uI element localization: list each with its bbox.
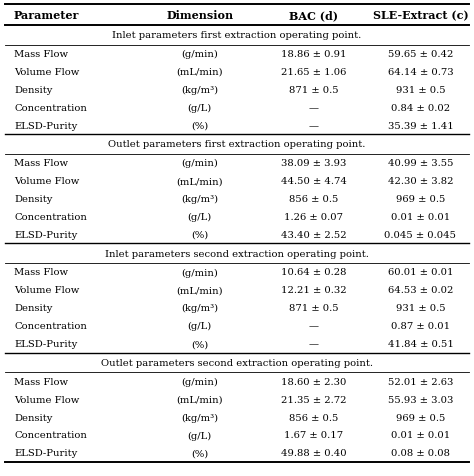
Text: —: — [309, 104, 319, 112]
Text: Volume Flow: Volume Flow [14, 68, 79, 77]
Text: SLE-Extract (c): SLE-Extract (c) [373, 10, 468, 21]
Text: Density: Density [14, 86, 53, 95]
Text: (g/min): (g/min) [182, 159, 218, 168]
Text: (%): (%) [191, 339, 209, 348]
Text: 0.045 ± 0.045: 0.045 ± 0.045 [384, 230, 456, 239]
Text: (%): (%) [191, 230, 209, 239]
Text: Inlet parameters second extraction operating point.: Inlet parameters second extraction opera… [105, 249, 369, 258]
Text: 1.26 ± 0.07: 1.26 ± 0.07 [284, 213, 343, 221]
Text: 931 ± 0.5: 931 ± 0.5 [396, 86, 445, 95]
Text: Mass Flow: Mass Flow [14, 159, 68, 168]
Text: Concentration: Concentration [14, 431, 87, 439]
Text: 55.93 ± 3.03: 55.93 ± 3.03 [388, 395, 453, 404]
Text: 1.67 ± 0.17: 1.67 ± 0.17 [284, 431, 343, 439]
Text: (kg/m³): (kg/m³) [181, 195, 219, 204]
Text: 12.21 ± 0.32: 12.21 ± 0.32 [281, 286, 346, 295]
Text: 969 ± 0.5: 969 ± 0.5 [396, 195, 445, 204]
Text: ELSD-Purity: ELSD-Purity [14, 121, 77, 130]
Text: 44.50 ± 4.74: 44.50 ± 4.74 [281, 177, 346, 186]
Text: (kg/m³): (kg/m³) [181, 413, 219, 422]
Text: 35.39 ± 1.41: 35.39 ± 1.41 [388, 121, 453, 130]
Text: 64.14 ± 0.73: 64.14 ± 0.73 [388, 68, 453, 77]
Text: ELSD-Purity: ELSD-Purity [14, 448, 77, 457]
Text: (g/L): (g/L) [188, 103, 212, 113]
Text: 43.40 ± 2.52: 43.40 ± 2.52 [281, 230, 346, 239]
Text: (%): (%) [191, 121, 209, 130]
Text: 0.87 ± 0.01: 0.87 ± 0.01 [391, 322, 450, 330]
Text: Inlet parameters first extraction operating point.: Inlet parameters first extraction operat… [112, 31, 362, 40]
Text: (mL/min): (mL/min) [176, 395, 223, 404]
Text: 18.86 ± 0.91: 18.86 ± 0.91 [281, 50, 346, 59]
Text: ELSD-Purity: ELSD-Purity [14, 339, 77, 348]
Text: 856 ± 0.5: 856 ± 0.5 [289, 413, 338, 422]
Text: 49.88 ± 0.40: 49.88 ± 0.40 [281, 448, 346, 457]
Text: Concentration: Concentration [14, 104, 87, 112]
Text: (kg/m³): (kg/m³) [181, 304, 219, 313]
Text: 871 ± 0.5: 871 ± 0.5 [289, 86, 338, 95]
Text: (mL/min): (mL/min) [176, 68, 223, 77]
Text: —: — [309, 322, 319, 330]
Text: 42.30 ± 3.82: 42.30 ± 3.82 [388, 177, 453, 186]
Text: 38.09 ± 3.93: 38.09 ± 3.93 [281, 159, 346, 168]
Text: —: — [309, 339, 319, 348]
Text: 64.53 ± 0.02: 64.53 ± 0.02 [388, 286, 453, 295]
Text: 60.01 ± 0.01: 60.01 ± 0.01 [388, 268, 453, 277]
Text: Volume Flow: Volume Flow [14, 395, 79, 404]
Text: (mL/min): (mL/min) [176, 177, 223, 186]
Text: Parameter: Parameter [14, 10, 80, 21]
Text: (g/L): (g/L) [188, 430, 212, 440]
Text: Concentration: Concentration [14, 213, 87, 221]
Text: 21.35 ± 2.72: 21.35 ± 2.72 [281, 395, 346, 404]
Text: Outlet parameters second extraction operating point.: Outlet parameters second extraction oper… [101, 358, 373, 367]
Text: 969 ± 0.5: 969 ± 0.5 [396, 413, 445, 422]
Text: Volume Flow: Volume Flow [14, 177, 79, 186]
Text: Outlet parameters first extraction operating point.: Outlet parameters first extraction opera… [109, 140, 365, 149]
Text: 40.99 ± 3.55: 40.99 ± 3.55 [388, 159, 453, 168]
Text: Mass Flow: Mass Flow [14, 377, 68, 386]
Text: 59.65 ± 0.42: 59.65 ± 0.42 [388, 50, 453, 59]
Text: 871 ± 0.5: 871 ± 0.5 [289, 304, 338, 313]
Text: (g/L): (g/L) [188, 321, 212, 331]
Text: 52.01 ± 2.63: 52.01 ± 2.63 [388, 377, 453, 386]
Text: (g/min): (g/min) [182, 377, 218, 386]
Text: (%): (%) [191, 448, 209, 457]
Text: 18.60 ± 2.30: 18.60 ± 2.30 [281, 377, 346, 386]
Text: 10.64 ± 0.28: 10.64 ± 0.28 [281, 268, 346, 277]
Text: (g/min): (g/min) [182, 268, 218, 277]
Text: Mass Flow: Mass Flow [14, 50, 68, 59]
Text: 0.01 ± 0.01: 0.01 ± 0.01 [391, 431, 450, 439]
Text: 21.65 ± 1.06: 21.65 ± 1.06 [281, 68, 346, 77]
Text: 0.08 ± 0.08: 0.08 ± 0.08 [391, 448, 450, 457]
Text: BAC (d): BAC (d) [289, 10, 338, 21]
Text: Dimension: Dimension [166, 10, 233, 21]
Text: —: — [309, 121, 319, 130]
Text: ELSD-Purity: ELSD-Purity [14, 230, 77, 239]
Text: (g/min): (g/min) [182, 50, 218, 59]
Text: Concentration: Concentration [14, 322, 87, 330]
Text: Mass Flow: Mass Flow [14, 268, 68, 277]
Text: (mL/min): (mL/min) [176, 286, 223, 295]
Text: (kg/m³): (kg/m³) [181, 86, 219, 95]
Text: (g/L): (g/L) [188, 212, 212, 222]
Text: 856 ± 0.5: 856 ± 0.5 [289, 195, 338, 204]
Text: 931 ± 0.5: 931 ± 0.5 [396, 304, 445, 313]
Text: 41.84 ± 0.51: 41.84 ± 0.51 [388, 339, 454, 348]
Text: Volume Flow: Volume Flow [14, 286, 79, 295]
Text: 0.01 ± 0.01: 0.01 ± 0.01 [391, 213, 450, 221]
Text: Density: Density [14, 413, 53, 422]
Text: Density: Density [14, 195, 53, 204]
Text: Density: Density [14, 304, 53, 313]
Text: 0.84 ± 0.02: 0.84 ± 0.02 [391, 104, 450, 112]
